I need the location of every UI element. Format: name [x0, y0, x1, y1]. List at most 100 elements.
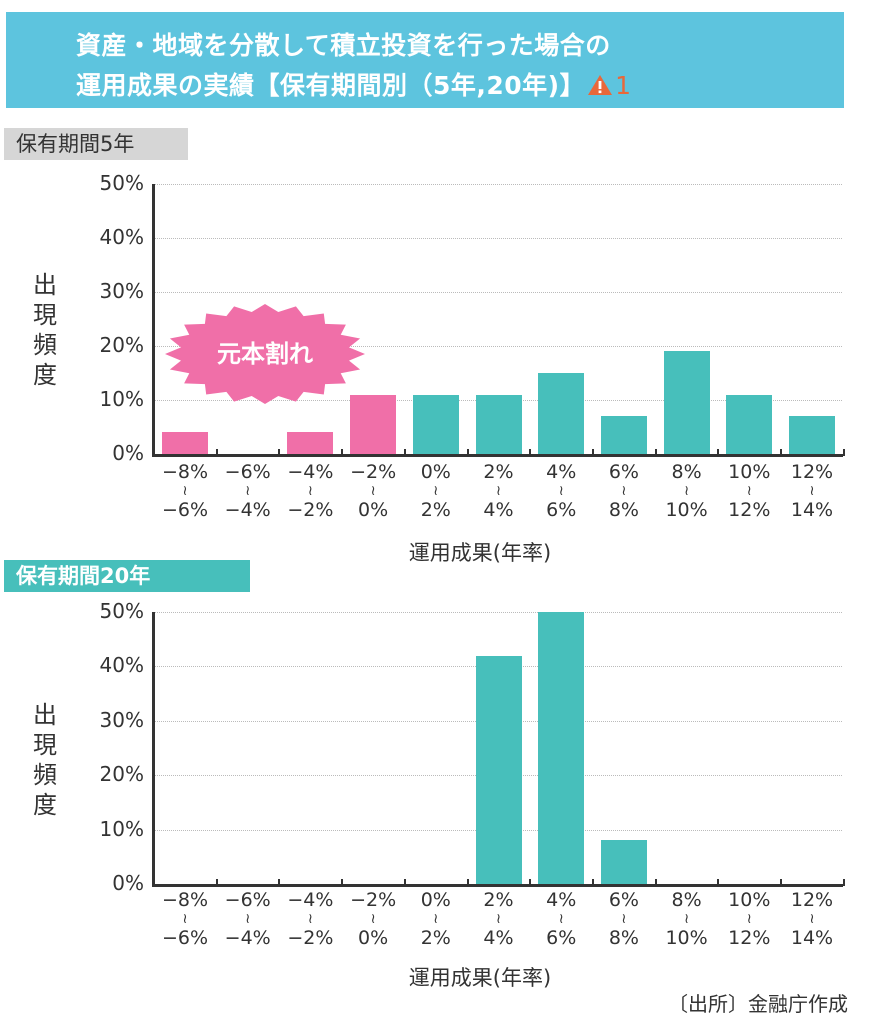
bar [475, 394, 522, 454]
range-from: 8% [671, 461, 702, 483]
range-tilde: ≀ [307, 483, 314, 499]
range-from: 2% [483, 461, 514, 483]
range-to: 12% [728, 499, 771, 521]
bar [789, 416, 835, 454]
range-tilde: ≀ [307, 911, 314, 927]
x-tick [466, 879, 469, 886]
y-axis-title-char: 度 [33, 361, 57, 389]
y-tick-label: 30% [99, 707, 144, 732]
range-to: 6% [546, 499, 577, 521]
range-tilde: ≀ [182, 911, 188, 927]
bar [726, 394, 773, 454]
y-tick-label: 50% [99, 599, 144, 623]
range-tilde: ≀ [683, 911, 690, 927]
range-to: −6% [161, 927, 209, 949]
bar [600, 840, 647, 884]
burst-shape-icon [165, 304, 365, 404]
x-tick-label: 6% ≀ 8% [593, 888, 655, 950]
range-tilde: ≀ [370, 483, 376, 499]
x-axis [152, 454, 843, 457]
y-tick-label: 40% [99, 653, 144, 678]
x-tick-label: 2% ≀ 4% [468, 888, 530, 950]
x-tick-label: 0% ≀ 2% [405, 888, 467, 950]
range-from: −8% [161, 461, 209, 483]
gridline [154, 292, 842, 293]
range-tilde: ≀ [245, 911, 251, 927]
range-tilde: ≀ [558, 483, 564, 499]
x-tick [215, 449, 218, 456]
x-axis-title: 運用成果(年率) [408, 541, 552, 565]
range-to: 6% [546, 927, 577, 949]
y-axis-title-char: 頻 [33, 331, 57, 359]
x-tick [654, 879, 657, 886]
bar [350, 394, 397, 454]
range-tilde: ≀ [621, 911, 627, 927]
x-tick [466, 449, 469, 456]
range-from: −2% [350, 461, 397, 483]
x-tick [529, 449, 532, 456]
x-tick-label: 12% ≀ 14% [781, 460, 843, 522]
y-tick-label: 20% [99, 762, 144, 787]
bar [663, 351, 710, 454]
x-tick [717, 449, 720, 456]
x-tick [842, 879, 845, 886]
range-to: 14% [790, 927, 834, 949]
y-axis-title-char: 出 [33, 271, 57, 299]
range-tilde: ≀ [809, 911, 815, 927]
range-from: 6% [608, 461, 639, 483]
range-to: 4% [483, 499, 514, 521]
x-tick-label: −8% ≀ −6% [154, 460, 216, 522]
range-from: 0% [420, 461, 451, 483]
x-tick-label: −2% ≀ 0% [342, 888, 404, 950]
gridline [154, 612, 842, 613]
range-tilde: ≀ [746, 911, 752, 927]
range-to: 2% [420, 927, 451, 949]
x-tick [215, 879, 218, 886]
x-tick [654, 449, 657, 456]
principal-loss-burst-badge: 元本割れ [165, 304, 365, 404]
x-axis-title: 運用成果(年率) [408, 966, 552, 990]
range-tilde: ≀ [433, 483, 439, 499]
x-tick [341, 879, 344, 886]
x-tick-label: −2% ≀ 0% [342, 460, 404, 522]
range-to: 14% [790, 499, 834, 521]
x-tick-label: 10% ≀ 12% [718, 888, 780, 950]
range-to: −2% [287, 499, 334, 521]
range-to: 0% [358, 927, 389, 949]
range-from: 4% [546, 461, 577, 483]
y-axis-title-char: 度 [33, 791, 57, 819]
x-tick [780, 879, 782, 886]
range-to: 10% [665, 499, 708, 521]
y-tick-label: 0% [112, 441, 144, 465]
range-tilde: ≀ [495, 483, 502, 499]
source-note: 〔出所〕金融庁作成 [668, 992, 848, 1016]
x-tick [278, 879, 281, 886]
range-to: −4% [224, 927, 271, 949]
range-from: −2% [350, 889, 397, 911]
holding-period-20y-tag: 保有期間20年 [4, 560, 250, 592]
x-tick-label: −8% ≀ −6% [154, 888, 216, 950]
bar [475, 655, 522, 884]
bar [287, 432, 334, 454]
footnote-ref: 1 [615, 71, 632, 100]
x-tick-label: 6% ≀ 8% [593, 460, 655, 522]
range-from: 10% [728, 889, 771, 911]
principal-loss-label: 元本割れ [217, 340, 313, 368]
range-from: −4% [287, 461, 334, 483]
range-tilde: ≀ [433, 911, 439, 927]
range-tilde: ≀ [370, 911, 376, 927]
x-tick-label: −6% ≀ −4% [217, 888, 279, 950]
range-from: 6% [608, 889, 639, 911]
holding-period-5y-tag: 保有期間5年 [4, 128, 188, 160]
range-tilde: ≀ [182, 483, 188, 499]
y-tick-label: 30% [99, 279, 144, 303]
x-tick-label: 4% ≀ 6% [530, 460, 592, 522]
range-to: 8% [608, 927, 639, 949]
range-from: 2% [483, 889, 514, 911]
range-from: 4% [546, 889, 577, 911]
x-tick-label: −4% ≀ −2% [279, 460, 341, 522]
y-axis-title: 出現頻度 [30, 270, 60, 390]
range-to: 0% [358, 499, 389, 521]
range-from: 12% [790, 889, 834, 911]
x-tick [591, 879, 594, 886]
